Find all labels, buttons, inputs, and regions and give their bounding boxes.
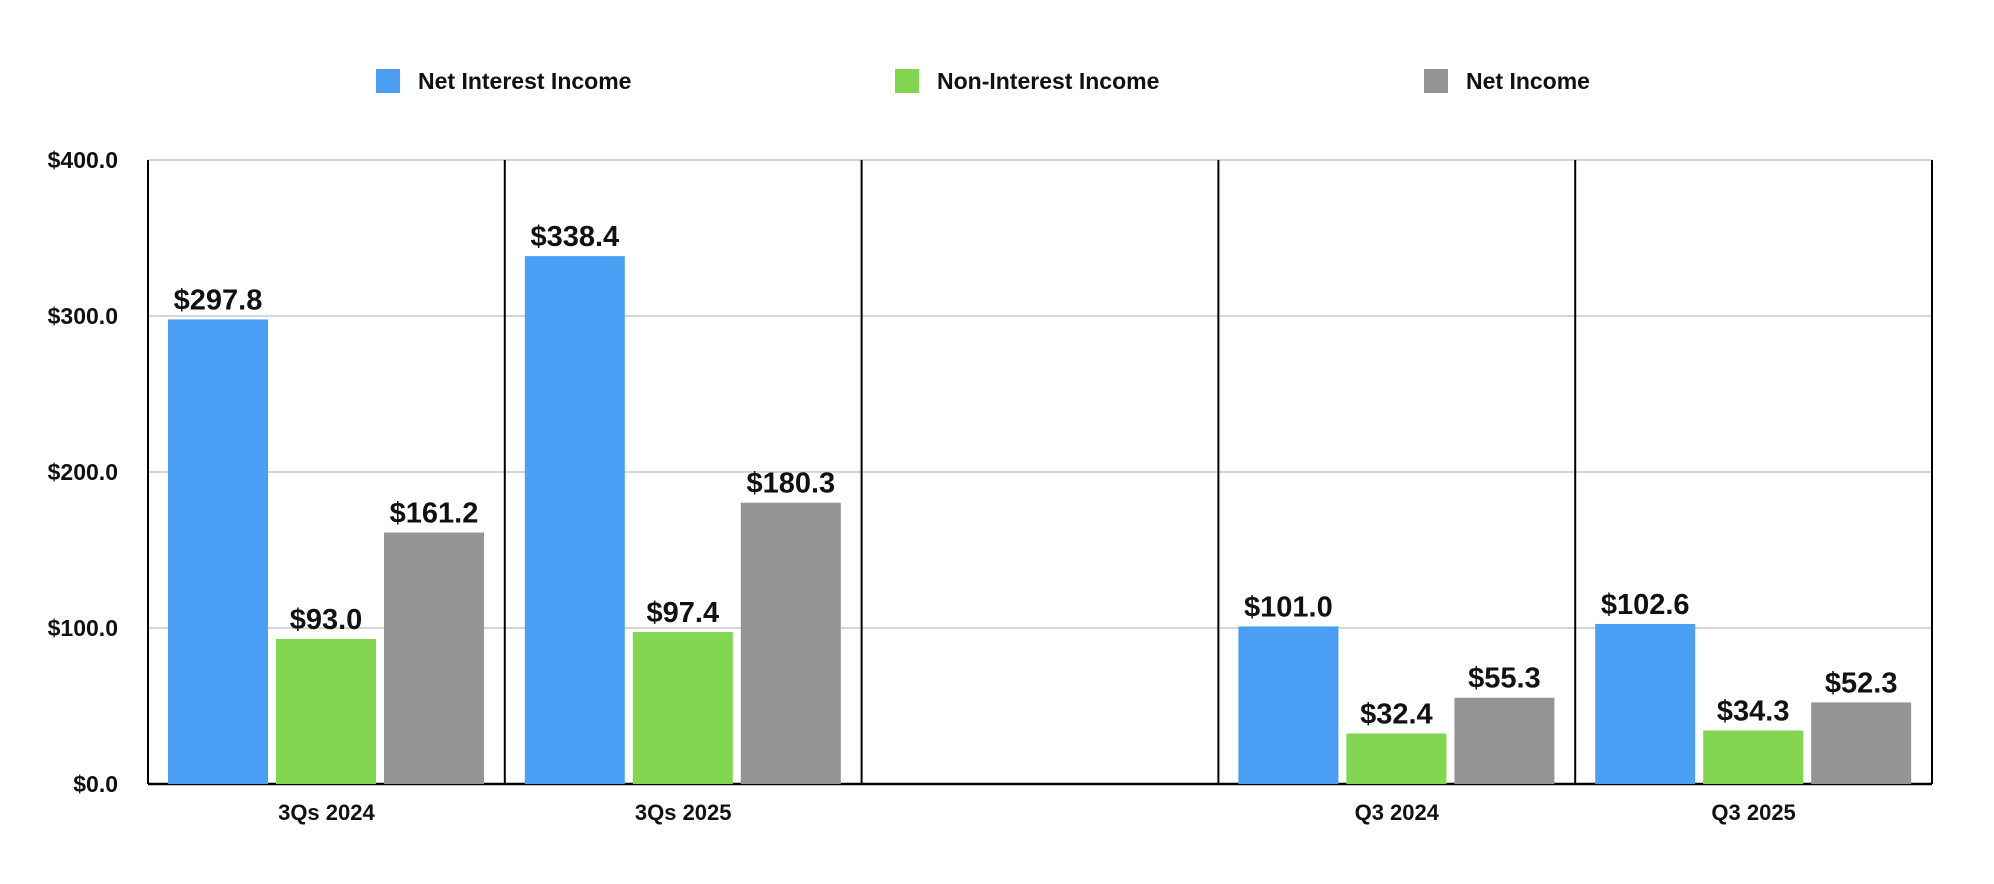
data-label: $180.3 (746, 468, 835, 500)
bar (276, 638, 376, 784)
legend-label-non-interest-income: Non-Interest Income (937, 67, 1160, 94)
bar (1454, 697, 1555, 784)
legend-item-net-income: Net Income (1424, 66, 1590, 96)
y-tick-label: $200.0 (48, 459, 118, 485)
y-tick-label: $300.0 (48, 303, 118, 329)
bar (168, 319, 268, 784)
legend-label-net-interest-income: Net Interest Income (418, 67, 632, 94)
x-tick-label: Q3 2025 (1711, 800, 1795, 825)
bar (740, 502, 841, 784)
legend-swatch-non-interest-income (895, 69, 919, 93)
data-label: $93.0 (290, 604, 363, 636)
data-label: $34.3 (1717, 695, 1790, 727)
x-tick-label: 3Qs 2025 (635, 800, 732, 825)
bar (384, 532, 484, 784)
bar (1238, 626, 1339, 784)
legend: Net Interest Income Non-Interest Income … (0, 66, 1994, 106)
y-tick-label: $400.0 (48, 147, 118, 173)
data-label: $338.4 (530, 221, 619, 253)
data-label: $101.0 (1244, 591, 1333, 623)
data-label: $52.3 (1825, 667, 1898, 699)
x-tick-label: 3Qs 2024 (278, 800, 375, 825)
bar (524, 256, 625, 784)
legend-item-net-interest-income: Net Interest Income (376, 66, 631, 96)
bar (1346, 733, 1447, 784)
legend-swatch-net-interest-income (376, 69, 400, 93)
data-label: $161.2 (390, 498, 479, 530)
data-label: $32.4 (1360, 698, 1433, 730)
x-tick-label: Q3 2024 (1355, 800, 1440, 825)
legend-swatch-net-income (1424, 69, 1448, 93)
bar (1595, 623, 1696, 784)
bar (1703, 730, 1804, 784)
bar (632, 632, 733, 784)
bar (1811, 702, 1912, 784)
y-tick-label: $100.0 (48, 615, 118, 641)
data-label: $297.8 (174, 284, 263, 316)
legend-label-net-income: Net Income (1466, 67, 1590, 94)
data-label: $55.3 (1468, 663, 1541, 695)
y-tick-label: $0.0 (73, 771, 118, 797)
data-label: $97.4 (647, 597, 720, 629)
legend-item-non-interest-income: Non-Interest Income (895, 66, 1159, 96)
data-label: $102.6 (1601, 589, 1690, 621)
